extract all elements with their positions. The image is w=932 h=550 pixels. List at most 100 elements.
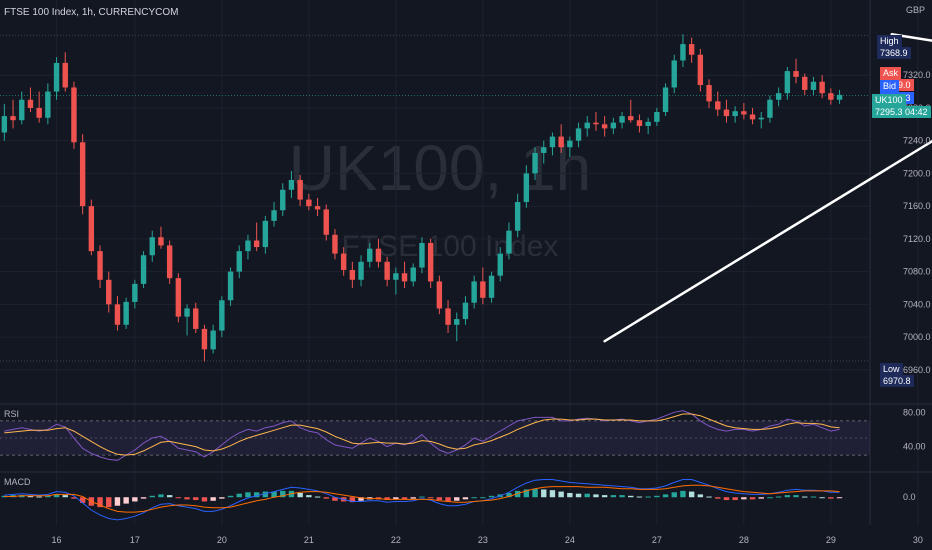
macd-histogram-bar (541, 489, 547, 498)
candle-body (514, 202, 521, 231)
candle-body (132, 283, 138, 302)
macd-histogram-bar (775, 496, 782, 498)
macd-histogram-bar (549, 490, 556, 498)
chart-title: FTSE 100 Index, 1h, CURRENCYCOM (4, 7, 179, 18)
candle-body (419, 242, 425, 268)
x-tick-label: 21 (304, 535, 314, 545)
candle-body (445, 308, 451, 325)
candle-body (532, 152, 538, 174)
y-tick-label: 7160.0 (903, 201, 931, 211)
macd-histogram-bar (619, 495, 625, 498)
candle-body (114, 304, 121, 325)
candle-body (306, 199, 312, 207)
macd-histogram-bar (166, 495, 173, 498)
macd-histogram-bar (488, 495, 495, 498)
candle-body (828, 93, 834, 100)
candle-body (636, 120, 643, 126)
candle-body (471, 281, 477, 303)
candle-body (79, 142, 86, 207)
candle-body (45, 91, 51, 118)
macd-histogram-bar (802, 496, 808, 498)
candle-body (184, 308, 190, 317)
high-badge: High7368.9 (877, 35, 932, 59)
macd-histogram-bar (628, 495, 634, 498)
candle-body (1, 116, 8, 133)
candle-body (680, 44, 686, 61)
candle-body (62, 62, 68, 88)
macd-histogram-bar (253, 492, 260, 498)
candle-body (558, 136, 564, 148)
macd-histogram-bar (732, 497, 738, 501)
macd-histogram-bar (132, 497, 138, 502)
macd-histogram-bar (636, 496, 643, 498)
candle-body (36, 107, 42, 118)
macd-histogram-bar (140, 497, 147, 499)
candle-body (567, 140, 573, 148)
macd-histogram-bar (106, 497, 112, 508)
macd-histogram-bar (149, 495, 155, 498)
candle-body (462, 302, 469, 320)
x-tick-label: 24 (565, 535, 575, 545)
macd-histogram-bar (749, 497, 756, 500)
macd-histogram-bar (584, 493, 590, 498)
candle-body (723, 109, 730, 117)
macd-histogram-bar (662, 494, 669, 498)
candle-body (210, 330, 216, 350)
macd-histogram-bar (575, 493, 582, 498)
price-chart (1, 33, 932, 362)
price-axis: 16 17 20 21 22 23 24 27 28 29 30 6960.0 7000.0 7040.0… (52, 70, 931, 545)
macd-histogram-bar (306, 495, 312, 498)
macd-histogram-bar (323, 497, 329, 499)
macd-signal-line (4, 484, 840, 513)
candle-body (297, 179, 303, 200)
macd-histogram-bar (393, 497, 399, 500)
macd-histogram-bar (480, 497, 486, 499)
rsi-signal-line (4, 413, 840, 456)
macd-histogram-bar (410, 497, 416, 499)
candle-body (236, 251, 242, 272)
y-tick-label: 7200.0 (903, 168, 931, 178)
macd-histogram-bar (723, 497, 730, 501)
candle-body (654, 112, 660, 122)
countdown: 04:42 (902, 106, 931, 118)
x-tick-label: 30 (913, 535, 923, 545)
x-tick-label: 29 (826, 535, 836, 545)
candle-body (375, 248, 382, 262)
macd-histogram-bar (558, 491, 564, 498)
macd-histogram-bar (741, 497, 747, 500)
candle-body (810, 81, 817, 90)
macd-histogram-bar (567, 492, 573, 498)
macd-histogram-bar (427, 497, 434, 499)
candle-body (245, 240, 251, 252)
macd-histogram-bar (645, 496, 651, 498)
candle-body (288, 179, 295, 190)
candle-body (775, 93, 782, 100)
rsi-label: RSI (4, 409, 20, 419)
watermark-symbol: UK100, 1h (289, 132, 591, 204)
macd-histogram-bar (236, 493, 242, 498)
macd-histogram-bar (819, 497, 825, 499)
macd-histogram-bar (280, 490, 286, 498)
macd-histogram-bar (601, 495, 608, 498)
candle-body (340, 253, 347, 270)
macd-panel (1, 479, 843, 521)
macd-line (4, 479, 840, 521)
macd-histogram-bar (175, 497, 182, 499)
low-badge: Low6970.8 (880, 363, 932, 387)
macd-histogram-bar (262, 491, 269, 498)
candle-body (549, 136, 556, 148)
candle-body (88, 206, 95, 252)
candle-body (393, 273, 399, 280)
candle-body (488, 275, 495, 298)
candle-body (367, 248, 373, 262)
macd-histogram-bar (706, 496, 712, 498)
candle-body (140, 255, 147, 284)
candle-body (732, 111, 738, 117)
trendline (603, 139, 932, 343)
macd-histogram-bar (836, 497, 843, 499)
macd-histogram-bar (79, 497, 86, 503)
macd-histogram-bar (523, 489, 530, 498)
candle-body (358, 261, 364, 280)
bid-badge: Bid7295.3 (880, 80, 932, 104)
candle-body (593, 122, 599, 125)
